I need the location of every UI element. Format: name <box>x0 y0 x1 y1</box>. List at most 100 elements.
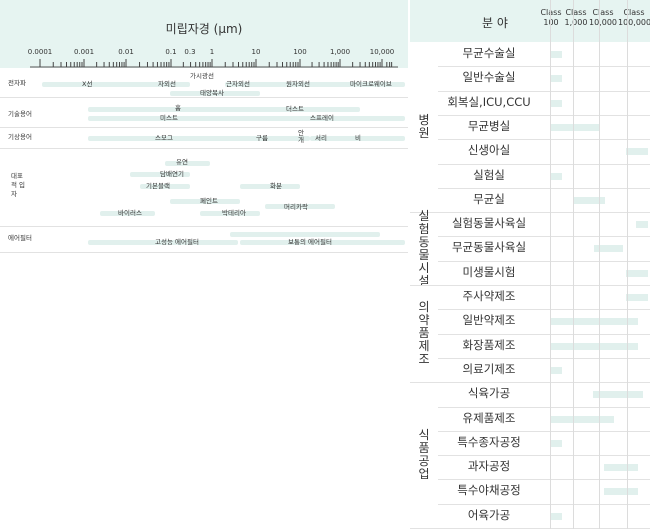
label-microwave: 마이크로웨이브 <box>350 80 392 88</box>
class-range-bar <box>603 464 639 472</box>
row-divider <box>438 139 650 141</box>
chart-title: 미립자경 (μm) <box>165 22 243 36</box>
bar-pollen <box>240 184 300 189</box>
label-fog: 안개 <box>298 129 304 144</box>
tick-label-0.001: 0.001 <box>73 48 95 56</box>
bar-dust <box>240 107 360 112</box>
bar-hair <box>265 204 335 209</box>
label-carbon-black: 기본블랙 <box>146 182 170 190</box>
label-mist: 미스트 <box>160 114 178 122</box>
bar-uv <box>130 82 190 87</box>
row-divider <box>438 333 650 335</box>
row-divider <box>438 455 650 457</box>
group-label: 실 험 동 물 시 설 <box>418 208 430 288</box>
label-fume: 흄 <box>175 104 181 112</box>
bar-carbon-black <box>140 184 190 189</box>
row-divider <box>438 187 650 189</box>
table-row-label: 일반수술실 <box>462 70 516 85</box>
class-range-bar <box>573 196 605 204</box>
class-range-bar <box>550 99 562 107</box>
label-hair: 머리카락 <box>284 203 308 211</box>
class-range-bar <box>550 439 562 447</box>
label-uv: 자외선 <box>158 80 176 88</box>
table-row-label: 의료기제조 <box>462 361 516 376</box>
table-row-label: 회복실,ICU,CCU <box>447 94 531 109</box>
tick-label-0.3: 0.3 <box>184 48 196 56</box>
bar-paint <box>170 199 240 204</box>
category-technical-terms: 기술용어 <box>8 110 32 118</box>
label-infrared: 근자외선 <box>226 80 250 88</box>
class-range-bar <box>626 269 648 277</box>
row-divider <box>438 236 650 238</box>
label-dust: 더스트 <box>286 105 304 113</box>
table-header-band <box>410 0 650 42</box>
class-range-bar <box>550 123 599 131</box>
header-class-100000: Class 100,000 <box>618 8 650 27</box>
bar-normal-filter <box>230 232 380 237</box>
row-divider <box>438 503 650 505</box>
label-far-ir: 원자외선 <box>286 80 310 88</box>
bar-xray <box>42 82 162 87</box>
table-row-label: 미생물시험 <box>462 264 516 279</box>
bar-fume <box>88 107 278 112</box>
log-axis-ticks <box>30 59 398 68</box>
row-divider <box>0 226 408 227</box>
header-field: 분 야 <box>482 16 508 30</box>
bar-solar <box>170 91 260 96</box>
label-hepa: 고성능 에어필터 <box>155 238 199 246</box>
class-range-bar <box>550 512 562 520</box>
bar-smog <box>88 136 248 141</box>
table-row-label: 무균동물사육실 <box>451 240 527 255</box>
class-range-bar <box>603 488 639 496</box>
class-range-bar <box>550 51 562 58</box>
column-divider <box>550 0 551 529</box>
group-label: 의 약 품 제 조 <box>418 300 430 367</box>
group-divider <box>410 382 438 384</box>
row-divider <box>438 163 650 165</box>
header-class-10000: Class 10,000 <box>589 8 617 27</box>
tick-label-0.01: 0.01 <box>118 48 134 56</box>
row-divider <box>438 430 650 432</box>
group-divider <box>410 285 438 286</box>
tick-label-10000: 10,000 <box>369 48 395 56</box>
bar-infrared <box>225 82 335 87</box>
table-row-label: 과자공정 <box>467 459 511 474</box>
tick-label-0.1: 0.1 <box>165 48 177 56</box>
table-row-label: 어육가공 <box>467 507 511 522</box>
label-spray: 스프레이 <box>310 114 334 122</box>
row-divider <box>438 382 650 384</box>
label-virus: 바이러스 <box>118 209 142 217</box>
category-air-filter: 에어필터 <box>8 234 32 242</box>
row-divider <box>438 357 650 359</box>
row-divider <box>0 127 408 128</box>
row-divider <box>438 285 650 286</box>
table-row-label: 신생아실 <box>467 143 511 158</box>
group-label: 병 원 <box>418 113 430 141</box>
label-paint: 페인트 <box>200 197 218 205</box>
class-range-bar <box>593 391 644 399</box>
class-range-bar <box>550 318 639 326</box>
column-divider <box>599 0 600 529</box>
table-row-label: 무균병실 <box>467 118 511 133</box>
table-row-label: 특수종자공정 <box>457 434 521 449</box>
label-pollen: 화분 <box>270 182 282 190</box>
category-weather-terms: 기상용어 <box>8 133 32 141</box>
label-tobacco: 담배연기 <box>160 170 184 178</box>
tick-label-0.0001: 0.0001 <box>27 48 53 56</box>
label-smog: 스모그 <box>155 134 173 142</box>
bar-microwave <box>330 82 405 87</box>
bar-spray <box>290 116 405 121</box>
bar-tobacco <box>130 172 190 177</box>
class-range-bar <box>550 342 639 350</box>
bar-mist <box>88 116 298 121</box>
label-xray: X선 <box>82 80 93 88</box>
tick-label-1000: 1,000 <box>329 48 351 56</box>
bar-rain <box>310 136 405 141</box>
class-range-bar <box>626 148 648 156</box>
row-divider <box>438 114 650 116</box>
table-row-label: 유제품제조 <box>462 410 516 425</box>
header-class-1000: Class 1,000 <box>564 8 588 27</box>
bar-smoke <box>165 161 210 166</box>
chart-header-band <box>0 0 408 68</box>
tick-label-1: 1 <box>209 48 215 56</box>
